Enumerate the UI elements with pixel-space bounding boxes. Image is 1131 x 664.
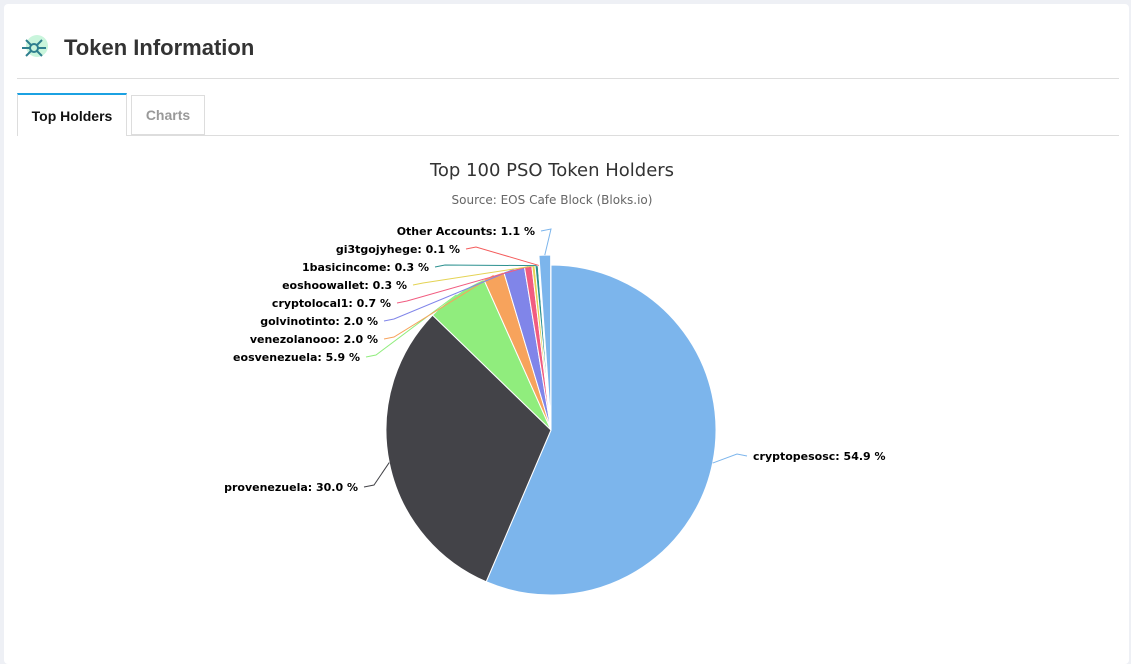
data-label: gi3tgojyhege: 0.1 % bbox=[336, 243, 460, 256]
data-label: cryptopesosc: 54.9 % bbox=[753, 450, 886, 463]
data-label: Other Accounts: 1.1 % bbox=[397, 225, 535, 238]
header: Token Information bbox=[18, 32, 254, 64]
connector-line bbox=[412, 265, 534, 286]
connector-line bbox=[383, 274, 494, 340]
connector-line bbox=[465, 246, 539, 266]
tab-charts[interactable]: Charts bbox=[131, 95, 205, 135]
pie-slice-cryptopesosc[interactable] bbox=[485, 264, 717, 596]
tab-top-holders[interactable]: Top Holders bbox=[17, 93, 127, 136]
connector-line bbox=[540, 228, 552, 256]
data-label: eosvenezuela: 5.9 % bbox=[233, 351, 360, 364]
divider bbox=[17, 78, 1119, 79]
connector-line bbox=[383, 268, 515, 322]
data-label: cryptolocal1: 0.7 % bbox=[272, 297, 391, 310]
chart-title: Top 100 PSO Token Holders bbox=[429, 160, 674, 181]
data-label: provenezuela: 30.0 % bbox=[224, 481, 358, 494]
data-label: 1basicincome: 0.3 % bbox=[302, 261, 429, 274]
data-label: golvinotinto: 2.0 % bbox=[260, 315, 378, 328]
data-label: eoshoowallet: 0.3 % bbox=[282, 279, 407, 292]
connector-line bbox=[434, 264, 537, 268]
tab-bar: Top Holders Charts bbox=[17, 93, 1119, 136]
network-hub-icon bbox=[22, 35, 48, 57]
page-title: Token Information bbox=[64, 35, 255, 60]
connector-line bbox=[712, 453, 748, 464]
connector-line bbox=[363, 462, 390, 488]
pie-slice-provenezuela[interactable] bbox=[385, 314, 552, 583]
connector-line bbox=[396, 266, 529, 304]
chart-subtitle: Source: EOS Cafe Block (Bloks.io) bbox=[452, 193, 653, 207]
data-label: venezolanooo: 2.0 % bbox=[250, 333, 378, 346]
